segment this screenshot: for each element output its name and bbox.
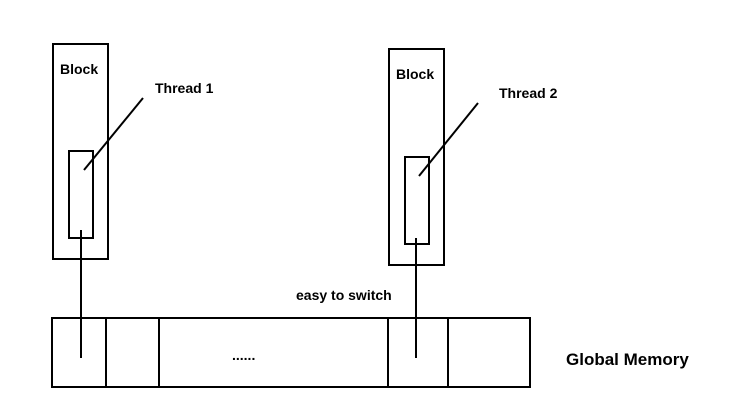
block-1: Block Thread 1 <box>52 43 214 358</box>
block-1-label: Block <box>60 61 98 77</box>
thread-2-pointer <box>418 102 479 177</box>
thread-1-label: Thread 1 <box>155 80 214 96</box>
global-memory-label: Global Memory <box>566 350 689 369</box>
memory-ellipsis: ...... <box>232 347 255 363</box>
thread-2-box <box>404 156 430 245</box>
thread-1-pointer <box>83 97 144 171</box>
switch-annotation: easy to switch <box>296 287 392 303</box>
thread-2-label: Thread 2 <box>499 85 558 101</box>
block-2-label: Block <box>396 66 434 82</box>
global-memory: ...... Global Memory <box>51 317 689 388</box>
global-memory-bar <box>51 317 531 388</box>
block-2: Block Thread 2 <box>388 48 558 358</box>
